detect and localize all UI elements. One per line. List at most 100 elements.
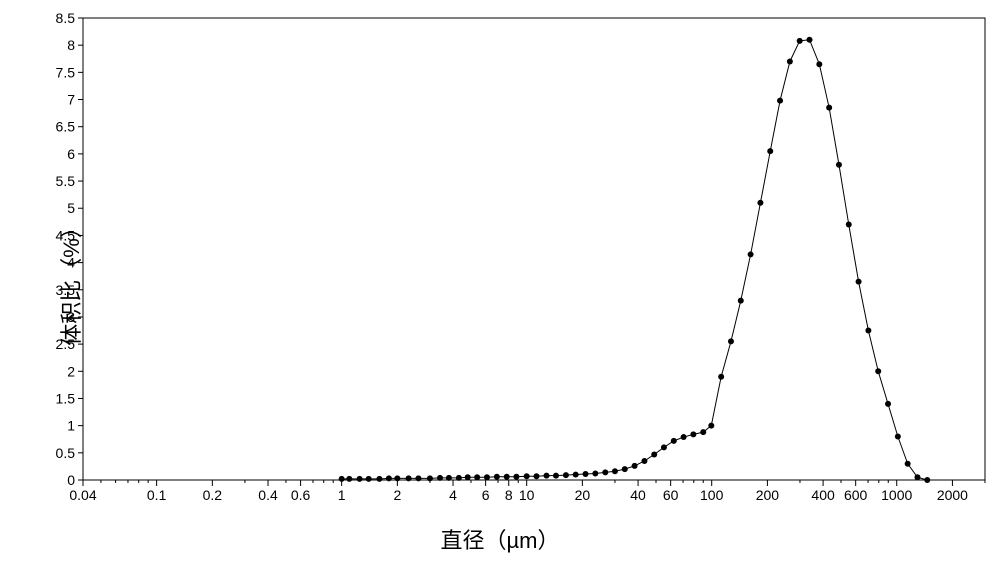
data-marker [807, 37, 813, 43]
data-marker [738, 298, 744, 304]
y-tick-label: 6 [67, 146, 75, 162]
data-marker [905, 461, 911, 467]
data-marker [846, 222, 852, 228]
data-marker [612, 468, 618, 474]
data-marker [757, 200, 763, 206]
x-tick-label: 2 [393, 487, 401, 503]
data-marker [836, 162, 842, 168]
y-tick-label: 5.5 [56, 173, 76, 189]
x-tick-label: 200 [756, 487, 780, 503]
data-marker [386, 475, 392, 481]
data-marker [427, 475, 433, 481]
data-marker [339, 476, 345, 482]
x-tick-label: 4 [449, 487, 457, 503]
data-marker [484, 474, 490, 480]
data-marker [700, 429, 706, 435]
data-marker [446, 475, 452, 481]
x-tick-label: 0.6 [291, 487, 311, 503]
data-marker [394, 475, 400, 481]
data-marker [865, 328, 871, 334]
data-marker [553, 473, 559, 479]
data-marker [533, 473, 539, 479]
psd-chart: 00.511.522.533.544.555.566.577.588.50.04… [0, 0, 1000, 561]
y-tick-label: 6.5 [56, 119, 76, 135]
data-marker [592, 470, 598, 476]
data-marker [583, 471, 589, 477]
x-tick-label: 0.4 [258, 487, 278, 503]
chart-container: 00.511.522.533.544.555.566.577.588.50.04… [0, 0, 1000, 561]
data-marker [346, 476, 352, 482]
data-marker [474, 474, 480, 480]
x-tick-label: 1000 [881, 487, 912, 503]
data-marker [895, 434, 901, 440]
x-tick-label: 0.2 [203, 487, 223, 503]
data-marker [465, 474, 471, 480]
x-tick-label: 100 [700, 487, 724, 503]
x-tick-label: 20 [575, 487, 591, 503]
data-marker [787, 58, 793, 64]
x-tick-label: 400 [811, 487, 835, 503]
plot-border [83, 18, 985, 480]
data-marker [494, 474, 500, 480]
x-tick-label: 0.04 [69, 487, 96, 503]
data-marker [602, 469, 608, 475]
data-marker [777, 98, 783, 104]
data-marker [856, 279, 862, 285]
y-tick-label: 2 [67, 363, 75, 379]
data-marker [718, 374, 724, 380]
data-marker [671, 438, 677, 444]
y-tick-label: 1 [67, 418, 75, 434]
data-marker [816, 61, 822, 67]
data-marker [563, 472, 569, 478]
y-tick-label: 0.5 [56, 445, 76, 461]
x-tick-label: 6 [482, 487, 490, 503]
data-marker [708, 423, 714, 429]
x-tick-label: 10 [519, 487, 535, 503]
data-marker [641, 458, 647, 464]
data-marker [681, 434, 687, 440]
x-tick-label: 1 [338, 487, 346, 503]
data-marker [914, 474, 920, 480]
x-tick-label: 60 [663, 487, 679, 503]
data-marker [357, 476, 363, 482]
data-marker [632, 463, 638, 469]
data-marker [437, 475, 443, 481]
x-tick-label: 600 [844, 487, 868, 503]
data-marker [767, 148, 773, 154]
x-tick-label: 0.1 [147, 487, 167, 503]
data-marker [415, 475, 421, 481]
x-tick-label: 2000 [937, 487, 968, 503]
data-marker [924, 477, 930, 483]
data-marker [366, 476, 372, 482]
data-marker [690, 431, 696, 437]
data-marker [573, 472, 579, 478]
data-marker [376, 476, 382, 482]
x-tick-label: 8 [505, 487, 513, 503]
data-marker [622, 466, 628, 472]
y-tick-label: 8 [67, 37, 75, 53]
distribution-line [342, 40, 928, 480]
data-marker [748, 251, 754, 257]
data-marker [728, 338, 734, 344]
data-marker [885, 401, 891, 407]
x-axis-label: 直径（µm） [440, 523, 559, 555]
data-marker [456, 475, 462, 481]
data-marker [826, 105, 832, 111]
data-marker [406, 475, 412, 481]
data-marker [524, 473, 530, 479]
y-tick-label: 0 [67, 472, 75, 488]
data-marker [651, 451, 657, 457]
data-marker [661, 444, 667, 450]
x-tick-label: 40 [630, 487, 646, 503]
y-tick-label: 5 [67, 200, 75, 216]
y-tick-label: 8.5 [56, 10, 76, 26]
data-marker [797, 38, 803, 44]
data-marker [504, 474, 510, 480]
data-marker [513, 474, 519, 480]
y-tick-label: 7 [67, 92, 75, 108]
y-tick-label: 1.5 [56, 390, 76, 406]
y-tick-label: 7.5 [56, 64, 76, 80]
data-marker [544, 473, 550, 479]
y-axis-label: 体积比（%） [54, 216, 86, 346]
data-marker [875, 368, 881, 374]
